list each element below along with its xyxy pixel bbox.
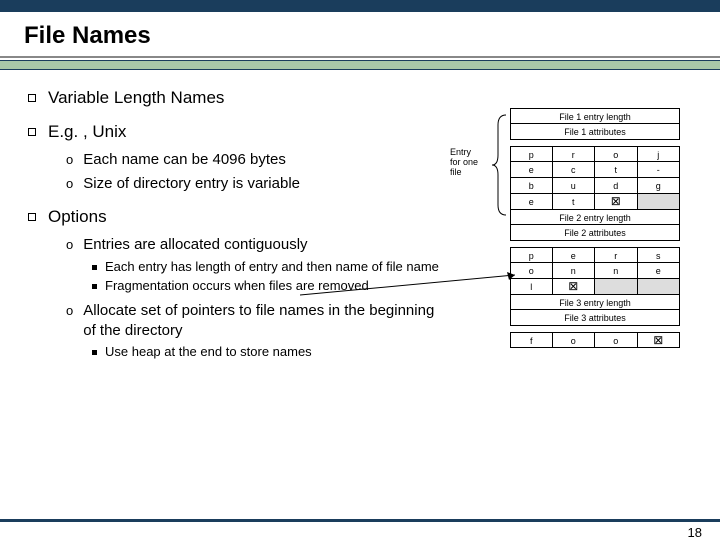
empty-cell: [638, 194, 681, 210]
char-cell: -: [638, 162, 681, 178]
char-cell: r: [553, 146, 596, 162]
subsub-list: Use heap at the end to store names: [92, 344, 440, 361]
subsub-item: Use heap at the end to store names: [92, 344, 440, 361]
char-cell: l: [510, 279, 553, 295]
file2-row: l ⊠: [510, 279, 700, 295]
subsub-item: Fragmentation occurs when files are remo…: [92, 278, 440, 295]
entry-label-line: file: [450, 167, 462, 177]
sub-item: o Entries are allocated contiguously: [66, 235, 440, 255]
char-cell: n: [595, 263, 638, 279]
text-column: Variable Length Names E.g. , Unix o Each…: [28, 88, 450, 375]
sub-list: o Each name can be 4096 bytes o Size of …: [66, 150, 440, 193]
sub-item: o Size of directory entry is variable: [66, 174, 440, 194]
subsub-item: Each entry has length of entry and then …: [92, 259, 440, 276]
file3-length-box: File 3 entry length: [510, 294, 680, 310]
char-cell: p: [510, 247, 553, 263]
char-cell: e: [510, 194, 553, 210]
square-small-bullet-icon: [92, 265, 97, 270]
header-bar: [0, 0, 720, 12]
file2-attr-box: File 2 attributes: [510, 225, 680, 241]
bullet-text: Variable Length Names: [48, 88, 224, 108]
sub-list: o Entries are allocated contiguously Eac…: [66, 235, 440, 361]
file1-row: b u d g: [510, 178, 700, 194]
bullet-text: E.g. , Unix: [48, 122, 126, 142]
sub-text: Each name can be 4096 bytes: [83, 150, 286, 170]
subsub-list: Each entry has length of entry and then …: [92, 259, 440, 296]
file3-row: f o o ⊠: [510, 332, 700, 348]
circle-bullet-icon: o: [66, 303, 73, 318]
file2-row: p e r s: [510, 247, 700, 263]
char-cell: s: [638, 247, 681, 263]
sub-item: o Allocate set of pointers to file names…: [66, 301, 440, 340]
bullet-item: E.g. , Unix: [28, 122, 440, 142]
circle-bullet-icon: o: [66, 152, 73, 167]
diagram-column: Entry for one file File 1 entry length F…: [450, 88, 700, 375]
page-title: File Names: [24, 22, 696, 50]
char-cell: d: [595, 178, 638, 194]
square-bullet-icon: [28, 128, 36, 136]
file2-row: o n n e: [510, 263, 700, 279]
char-cell: u: [553, 178, 596, 194]
char-cell: g: [638, 178, 681, 194]
file1-row: e t ⊠: [510, 194, 700, 210]
subsub-text: Each entry has length of entry and then …: [105, 259, 439, 276]
entry-label-line: Entry: [450, 147, 471, 157]
sub-text: Entries are allocated contiguously: [83, 235, 307, 255]
char-cell: n: [553, 263, 596, 279]
sub-text: Size of directory entry is variable: [83, 174, 300, 194]
char-cell: r: [595, 247, 638, 263]
char-cell: e: [553, 247, 596, 263]
square-bullet-icon: [28, 213, 36, 221]
char-cell: b: [510, 178, 553, 194]
square-bullet-icon: [28, 94, 36, 102]
terminator-cell: ⊠: [595, 194, 638, 210]
page-number: 18: [688, 525, 702, 540]
file1-attr-box: File 1 attributes: [510, 124, 680, 140]
char-cell: e: [510, 162, 553, 178]
char-cell: o: [510, 263, 553, 279]
entry-label-line: for one: [450, 157, 478, 167]
content-area: Variable Length Names E.g. , Unix o Each…: [0, 70, 720, 375]
char-cell: c: [553, 162, 596, 178]
char-cell: o: [595, 146, 638, 162]
char-cell: o: [595, 332, 638, 348]
bullet-item: Variable Length Names: [28, 88, 440, 108]
file1-row: e c t -: [510, 162, 700, 178]
char-cell: p: [510, 146, 553, 162]
char-cell: o: [553, 332, 596, 348]
footer-bar: [0, 519, 720, 522]
accent-bar: [0, 60, 720, 70]
char-cell: t: [553, 194, 596, 210]
sub-text: Allocate set of pointers to file names i…: [83, 301, 440, 340]
empty-cell: [595, 279, 638, 295]
terminator-cell: ⊠: [553, 279, 596, 295]
file3-attr-box: File 3 attributes: [510, 310, 680, 326]
file1-row: p r o j: [510, 146, 700, 162]
char-cell: e: [638, 263, 681, 279]
char-cell: j: [638, 146, 681, 162]
square-small-bullet-icon: [92, 350, 97, 355]
circle-bullet-icon: o: [66, 176, 73, 191]
directory-diagram: Entry for one file File 1 entry length F…: [450, 108, 700, 348]
file2-length-box: File 2 entry length: [510, 209, 680, 225]
sub-item: o Each name can be 4096 bytes: [66, 150, 440, 170]
char-cell: t: [595, 162, 638, 178]
brace-icon: [492, 110, 508, 220]
title-area: File Names: [0, 12, 720, 58]
entry-brace-label: Entry for one file: [450, 148, 490, 178]
subsub-text: Fragmentation occurs when files are remo…: [105, 278, 369, 295]
subsub-text: Use heap at the end to store names: [105, 344, 312, 361]
circle-bullet-icon: o: [66, 237, 73, 252]
file1-length-box: File 1 entry length: [510, 108, 680, 124]
bullet-item: Options: [28, 207, 440, 227]
char-cell: f: [510, 332, 553, 348]
terminator-cell: ⊠: [638, 332, 681, 348]
square-small-bullet-icon: [92, 284, 97, 289]
bullet-text: Options: [48, 207, 107, 227]
empty-cell: [638, 279, 681, 295]
